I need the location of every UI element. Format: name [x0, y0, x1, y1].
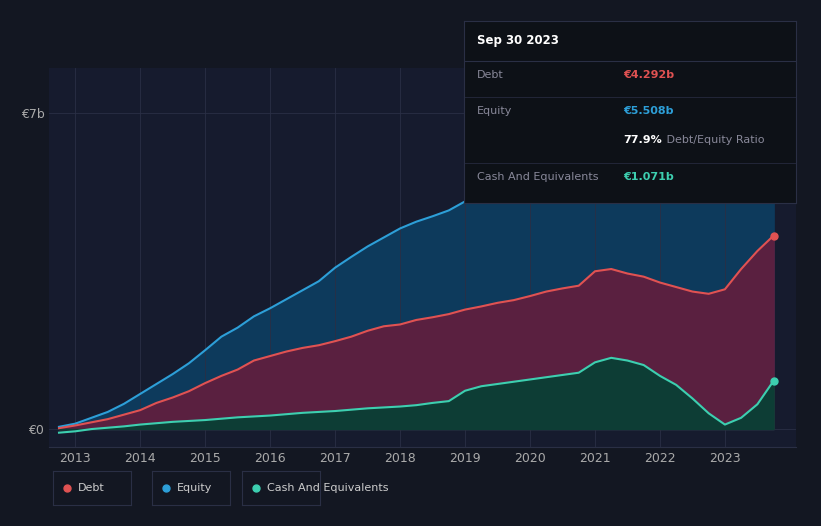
Text: Debt: Debt: [477, 70, 504, 80]
Text: €1.071b: €1.071b: [623, 171, 674, 181]
Text: Cash And Equivalents: Cash And Equivalents: [267, 483, 388, 493]
Text: Debt: Debt: [78, 483, 105, 493]
Text: €4.292b: €4.292b: [623, 70, 675, 80]
Text: 77.9%: 77.9%: [623, 135, 663, 145]
Text: Debt/Equity Ratio: Debt/Equity Ratio: [663, 135, 765, 145]
Text: Equity: Equity: [177, 483, 212, 493]
Text: Cash And Equivalents: Cash And Equivalents: [477, 171, 599, 181]
Text: Equity: Equity: [477, 106, 512, 116]
Text: Sep 30 2023: Sep 30 2023: [477, 34, 559, 47]
Text: €5.508b: €5.508b: [623, 106, 674, 116]
